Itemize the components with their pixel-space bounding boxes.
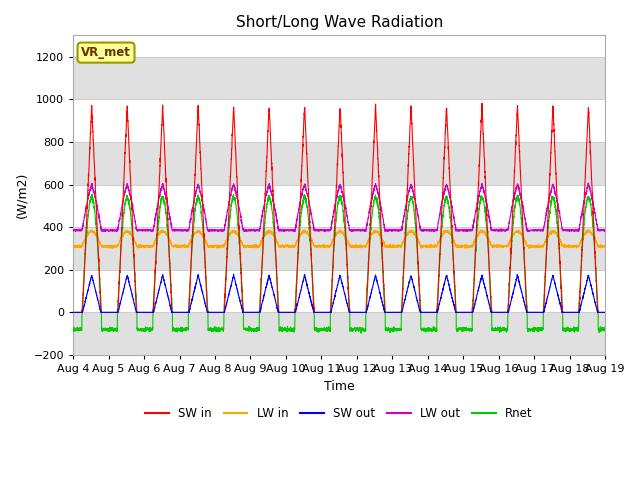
Bar [73, 57, 605, 99]
Bar [73, 312, 605, 355]
Title: Short/Long Wave Radiation: Short/Long Wave Radiation [236, 15, 443, 30]
Text: VR_met: VR_met [81, 46, 131, 59]
Bar [73, 142, 605, 184]
Bar [73, 227, 605, 270]
X-axis label: Time: Time [324, 380, 355, 393]
Y-axis label: (W/m2): (W/m2) [15, 172, 28, 218]
Legend: SW in, LW in, SW out, LW out, Rnet: SW in, LW in, SW out, LW out, Rnet [141, 402, 538, 425]
